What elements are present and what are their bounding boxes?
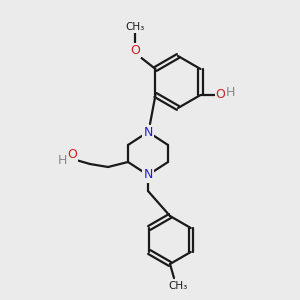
Text: N: N: [143, 169, 153, 182]
Text: N: N: [143, 125, 153, 139]
Text: H: H: [226, 86, 235, 100]
Text: O: O: [216, 88, 226, 101]
Text: O: O: [130, 44, 140, 56]
Text: H: H: [57, 154, 67, 166]
Text: O: O: [67, 148, 77, 160]
Text: CH₃: CH₃: [168, 281, 188, 291]
Text: CH₃: CH₃: [126, 22, 145, 32]
